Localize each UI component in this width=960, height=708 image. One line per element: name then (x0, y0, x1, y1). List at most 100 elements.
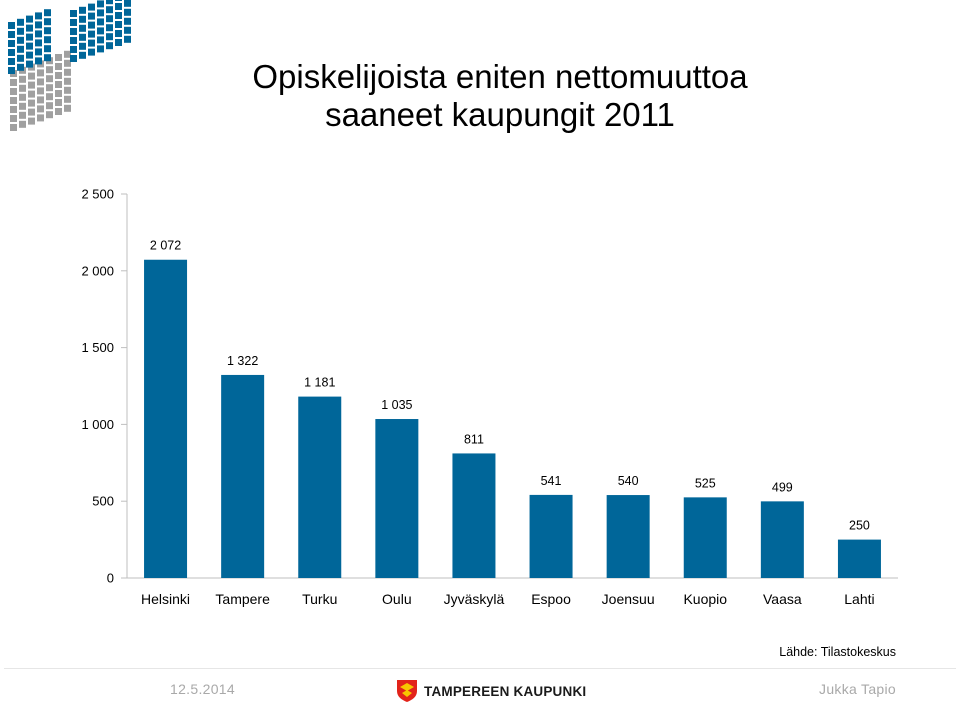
logo-tile (8, 22, 15, 29)
logo-tile (88, 3, 95, 11)
logo-tile (8, 49, 15, 56)
logo-tile (37, 78, 44, 86)
city-logo: TAMPEREEN KAUPUNKI (396, 679, 586, 703)
logo-tile (35, 57, 42, 65)
logo-tile (64, 104, 71, 112)
y-tick-label: 500 (92, 494, 114, 509)
x-tick-label: Vaasa (763, 591, 802, 607)
logo-tile (46, 111, 53, 119)
logo-tile (8, 31, 15, 38)
logo-tile (64, 77, 71, 85)
logo-tile (79, 33, 86, 41)
logo-tile (10, 79, 17, 86)
logo-tile (35, 39, 42, 47)
logo-tile (10, 124, 17, 131)
data-label: 250 (849, 519, 870, 533)
data-label: 811 (464, 432, 484, 446)
logo-tile (19, 102, 26, 110)
logo-tile (88, 39, 95, 47)
data-label: 1 322 (227, 354, 258, 368)
logo-tile (55, 81, 62, 88)
logo-tile (46, 75, 53, 83)
bar-lahti (837, 539, 881, 578)
title-line-2: saaneet kaupungit 2011 (325, 96, 675, 133)
x-tick-label: Jyväskylä (444, 591, 505, 607)
logo-tile (26, 60, 33, 68)
logo-tile (46, 66, 53, 74)
logo-tile (106, 33, 113, 41)
bar-oulu (375, 419, 419, 578)
bar-vaasa (760, 501, 804, 578)
city-crest-icon (397, 680, 417, 702)
title-line-1: Opiskelijoista eniten nettomuuttoa (252, 58, 748, 95)
logo-tile (28, 117, 35, 125)
logo-tile (17, 54, 24, 62)
logo-tile (55, 54, 62, 61)
logo-tile (26, 51, 33, 59)
logo-tile (44, 18, 51, 26)
x-tick-label: Espoo (531, 591, 571, 607)
logo-tile (88, 21, 95, 29)
logo-tile (97, 27, 104, 35)
y-tick-label: 1 500 (81, 340, 114, 355)
logo-tile (46, 93, 53, 101)
logo-tile (106, 6, 113, 14)
logo-tile (37, 87, 44, 95)
logo-tile (10, 106, 17, 113)
x-tick-label: Turku (302, 591, 337, 607)
logo-tile (70, 37, 77, 44)
logo-tile (106, 0, 113, 5)
logo-tile (19, 120, 26, 128)
logo-tile (106, 24, 113, 32)
logo-tile (28, 99, 35, 107)
logo-tile (79, 24, 86, 32)
logo-tile (44, 9, 51, 17)
logo-tile (44, 27, 51, 35)
data-label: 499 (772, 480, 793, 494)
logo-tile (19, 75, 26, 83)
logo-tile (37, 105, 44, 113)
logo-tile (124, 0, 131, 7)
logo-tile (19, 111, 26, 119)
logo-tile (55, 63, 62, 70)
logo-tile (70, 19, 77, 26)
logo-tile (17, 45, 24, 53)
logo-tile (17, 63, 24, 71)
logo-tile (44, 36, 51, 44)
logo-tile (64, 86, 71, 94)
logo-tile (17, 27, 24, 35)
logo-tile (28, 108, 35, 116)
data-label: 525 (695, 476, 716, 490)
logo-tile (88, 12, 95, 20)
bar-kuopio (683, 497, 727, 578)
logo-tile (44, 45, 51, 53)
logo-tile (35, 21, 42, 29)
logo-tile (124, 35, 131, 43)
y-tick-label: 0 (107, 571, 114, 586)
y-tick-label: 2 000 (81, 263, 114, 278)
logo-tile (28, 90, 35, 98)
logo-tile (64, 68, 71, 76)
logo-tile (55, 99, 62, 106)
logo-tile (115, 12, 122, 19)
logo-tile (124, 8, 131, 16)
logo-tile (70, 55, 77, 62)
x-tick-label: Oulu (382, 591, 412, 607)
logo-tile (97, 0, 104, 8)
logo-tile (124, 26, 131, 34)
logo-tile (10, 97, 17, 104)
logo-tile (106, 15, 113, 23)
logo-tile (46, 84, 53, 92)
logo-tile (37, 69, 44, 77)
bar-joensuu (606, 495, 650, 578)
y-tick-label: 1 000 (81, 417, 114, 432)
data-label: 1 181 (304, 376, 335, 390)
data-label: 541 (541, 474, 562, 488)
bar-turku (298, 396, 342, 578)
logo-tile (26, 24, 33, 32)
data-label: 1 035 (381, 398, 412, 412)
logo-grey-tiles (10, 50, 71, 131)
logo-tile (97, 45, 104, 53)
source-note: Lähde: Tilastokeskus (779, 645, 896, 659)
logo-tile (88, 48, 95, 56)
